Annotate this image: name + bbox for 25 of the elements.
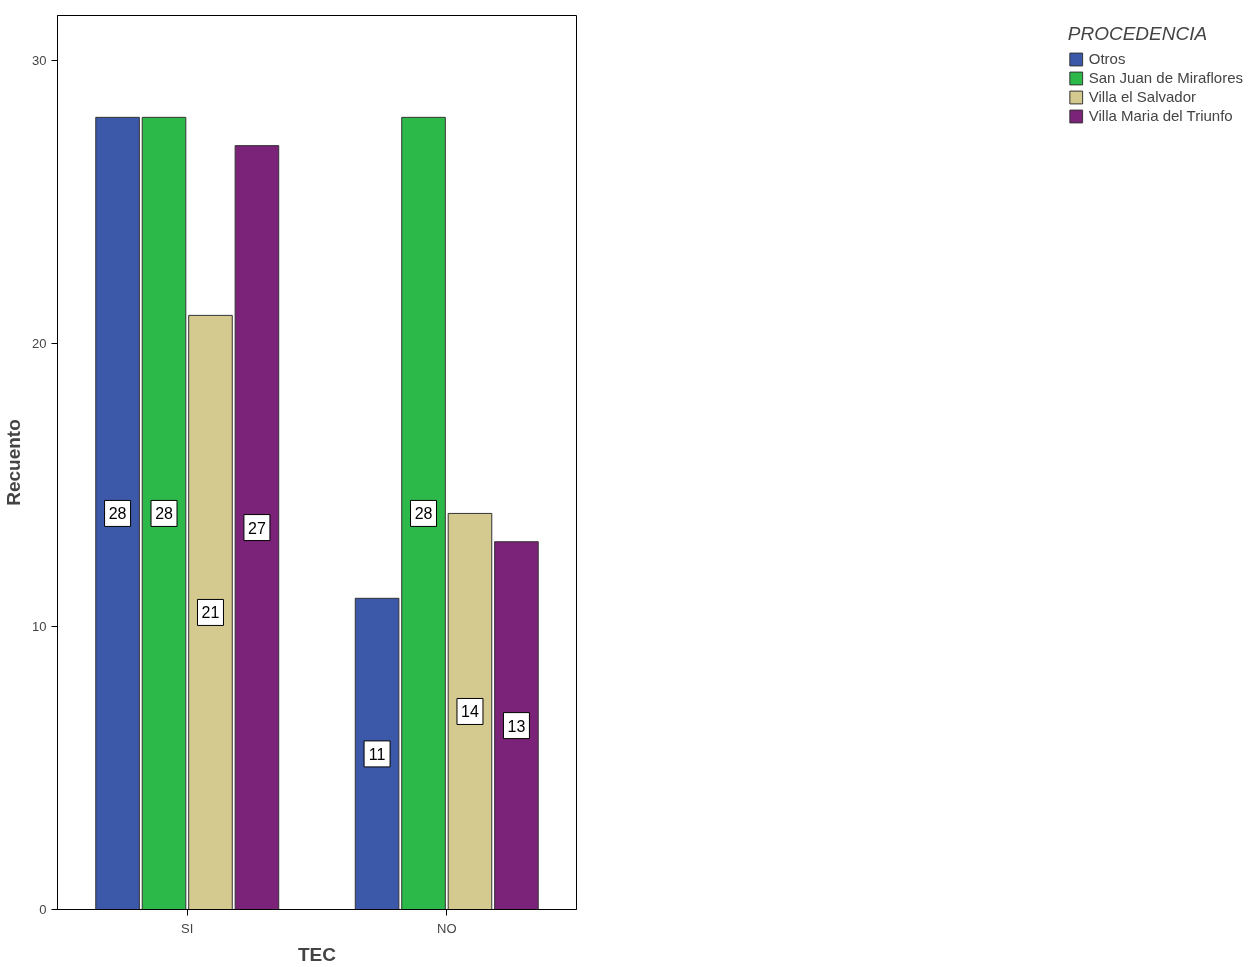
data-label: 28	[155, 505, 174, 523]
x-tick-label: SI	[181, 920, 194, 936]
legend-label: San Juan de Miraflores	[1088, 69, 1243, 86]
data-label: 21	[201, 604, 220, 622]
legend-label: Otros	[1088, 50, 1126, 67]
y-tick-label: 0	[39, 902, 47, 917]
bar	[447, 512, 493, 910]
data-label: 28	[108, 505, 127, 523]
legend-label: Villa Maria del Triunfo	[1088, 107, 1233, 124]
bar	[141, 116, 187, 910]
x-tick-label: NO	[437, 920, 457, 936]
y-axis-title: Recuento	[3, 419, 25, 506]
data-label: 28	[414, 505, 433, 523]
y-tick-label: 10	[32, 619, 47, 635]
y-tick-label: 30	[32, 53, 47, 69]
data-label: 13	[507, 717, 526, 735]
data-label: 27	[248, 519, 266, 537]
x-axis-title: TEC	[298, 943, 337, 965]
data-label: 14	[461, 703, 479, 721]
legend-title: PROCEDENCIA	[1067, 23, 1209, 45]
legend-label: Villa el Salvador	[1088, 88, 1197, 105]
bar	[95, 116, 140, 910]
y-tick-label: 20	[32, 336, 47, 352]
data-label: 11	[368, 745, 386, 763]
bar	[494, 541, 539, 910]
